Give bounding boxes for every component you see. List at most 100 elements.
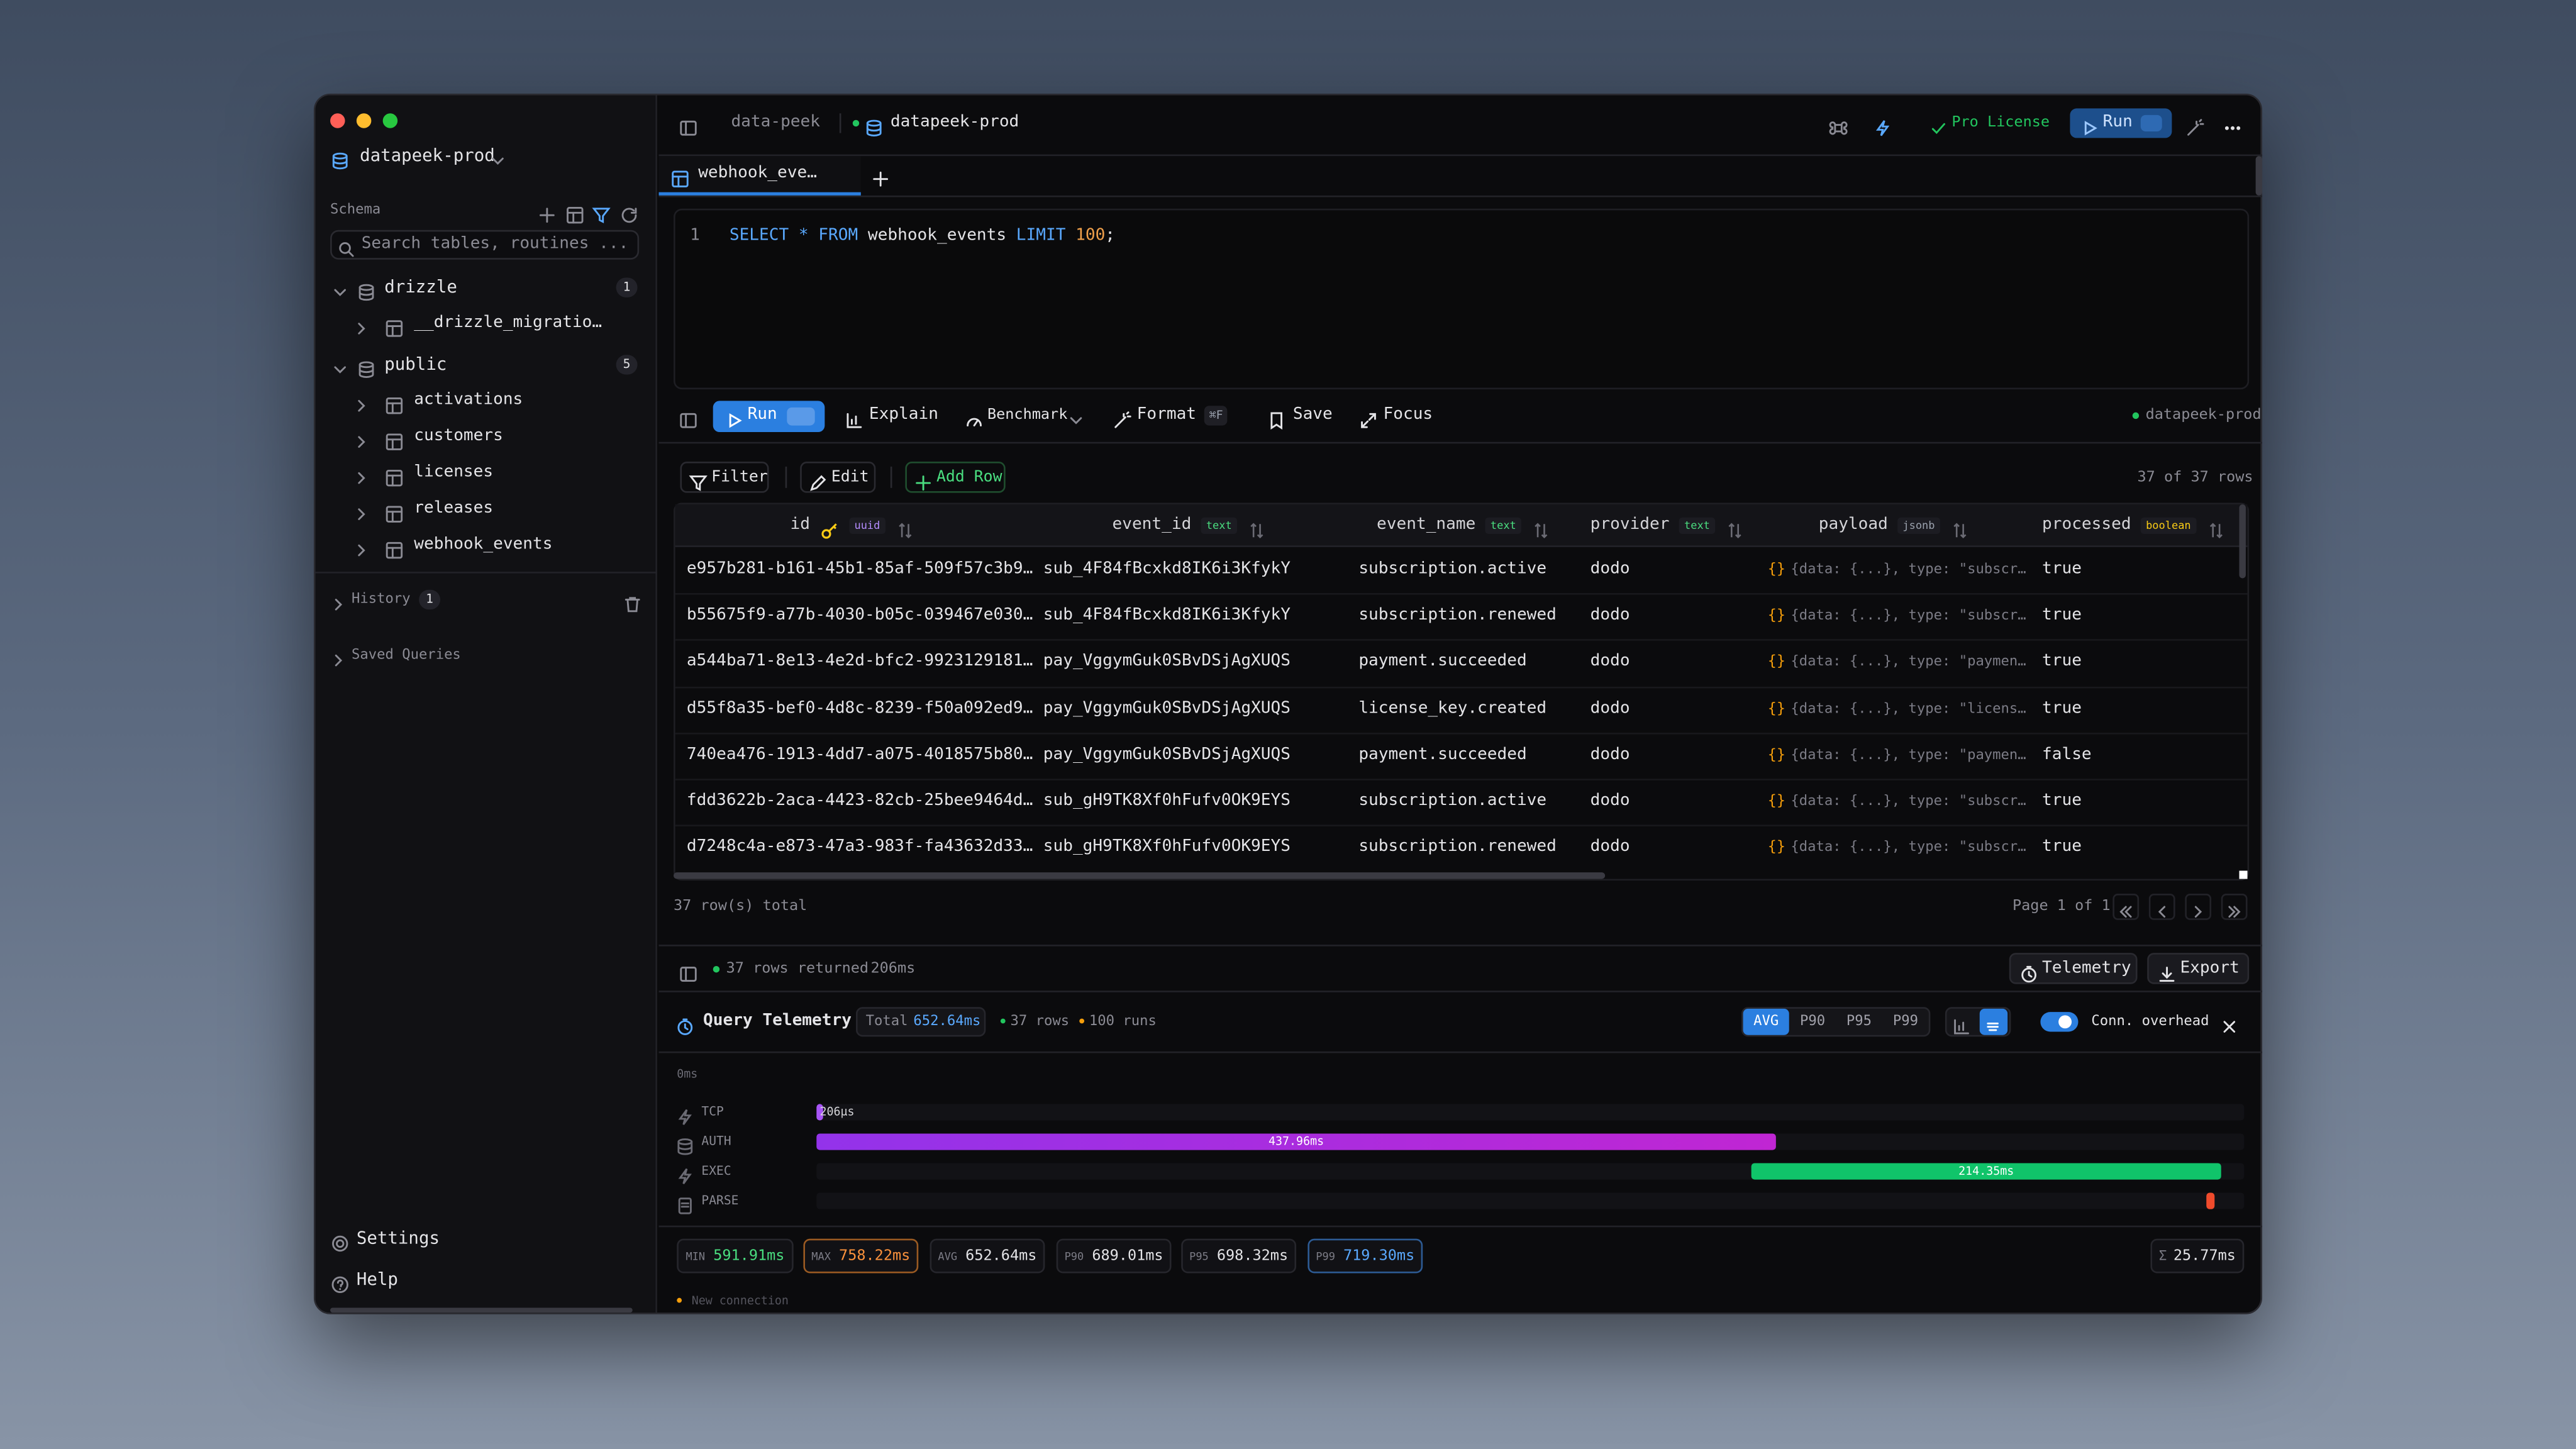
page-button[interactable]: [2148, 894, 2175, 920]
column-type: uuid: [849, 517, 886, 534]
table-chevron[interactable]: [352, 464, 371, 484]
new-tab[interactable]: [870, 164, 890, 187]
help-icon[interactable]: [330, 1270, 350, 1293]
schema-label: Schema: [330, 202, 381, 219]
export-button[interactable]: [2147, 953, 2250, 984]
table-chevron[interactable]: [352, 536, 371, 557]
schema-action[interactable]: [591, 201, 611, 223]
table-header: [675, 504, 2248, 547]
explain-button[interactable]: [845, 406, 864, 428]
page-button[interactable]: [2185, 894, 2212, 920]
table-icon: [384, 536, 404, 559]
close-telemetry[interactable]: [2219, 1012, 2239, 1033]
edit-button-icon: [808, 468, 828, 491]
status-dot: [713, 966, 720, 973]
history-chevron[interactable]: [328, 590, 348, 611]
workspace-chevron[interactable]: [488, 146, 508, 165]
table-chevron[interactable]: [352, 427, 371, 448]
toggle-knob: [2058, 1015, 2072, 1029]
rows-total: 37 row(s) total: [674, 898, 808, 916]
table-name: __drizzle_migratio…: [414, 313, 602, 332]
schema-chevron[interactable]: [330, 277, 350, 297]
top-bar-divider: [658, 154, 2263, 157]
schema-icon: [357, 277, 376, 301]
percentile-option[interactable]: AVG: [1743, 1008, 1789, 1035]
cell: dodo: [1590, 745, 1630, 764]
search-box[interactable]: [330, 230, 640, 260]
toggle-sidebar[interactable]: [679, 113, 698, 136]
tab-icon: [670, 164, 690, 187]
column-header[interactable]: event_name text: [1377, 513, 1551, 539]
phase-name: PARSE: [701, 1192, 739, 1208]
connection-dot: [852, 119, 860, 127]
page-button[interactable]: [2112, 894, 2140, 920]
toolbar-panel[interactable]: [679, 406, 698, 428]
filter-button[interactable]: [680, 462, 769, 493]
schema-action[interactable]: [564, 201, 584, 224]
percentile-option[interactable]: P95: [1846, 1013, 1872, 1030]
format-button[interactable]: [1112, 406, 1131, 428]
stat-label: AVG: [938, 1249, 958, 1263]
benchmark-button[interactable]: [964, 406, 984, 427]
schema-action[interactable]: [537, 201, 557, 223]
table-chevron[interactable]: [352, 391, 371, 412]
settings-icon[interactable]: [330, 1229, 350, 1252]
json-icon: {}: [1767, 562, 1786, 579]
schema-action[interactable]: [619, 201, 638, 223]
cell: a544ba71-8e13-4e2d-bfc2-9923129181…: [686, 653, 1033, 671]
column-header[interactable]: id uuid: [790, 513, 914, 539]
cell: b55675f9-a77b-4030-b05c-039467e030…: [686, 606, 1033, 625]
benchmark-chevron[interactable]: [1066, 406, 1085, 425]
more-icon[interactable]: [2223, 113, 2242, 133]
column-header[interactable]: provider text: [1591, 513, 1745, 539]
page-button[interactable]: [2221, 894, 2248, 920]
window-control[interactable]: [356, 113, 372, 128]
row-count: 37 of 37 rows: [2137, 470, 2253, 487]
telemetry-title: Query Telemetry: [703, 1012, 852, 1030]
column-type: text: [1485, 517, 1521, 534]
save-button[interactable]: [1267, 406, 1286, 430]
column-header[interactable]: event_id text: [1112, 513, 1266, 539]
edit-button[interactable]: [800, 462, 876, 493]
window-control[interactable]: [382, 113, 398, 128]
cell: dodo: [1590, 560, 1630, 579]
table-scrollbar: [674, 872, 1606, 879]
column-header[interactable]: processed boolean: [2042, 513, 2226, 539]
phase-bar: [2206, 1192, 2215, 1209]
phase-icon: [675, 1132, 695, 1155]
bar-view[interactable]: [1951, 1012, 1971, 1035]
add-row-button-icon: [913, 468, 933, 491]
cell: true: [2042, 838, 2082, 857]
column-header[interactable]: payload jsonb: [1819, 513, 1970, 539]
cell: license_key.created: [1358, 699, 1547, 718]
magic-icon[interactable]: [2185, 113, 2204, 136]
table-chevron[interactable]: [352, 499, 371, 520]
focus-button[interactable]: [1358, 406, 1378, 428]
phase-bar: [1751, 1163, 2221, 1180]
percentile-option[interactable]: P99: [1892, 1013, 1918, 1030]
page-icon: [2116, 897, 2136, 918]
phase-bar: [816, 1104, 823, 1121]
add-row-button[interactable]: [905, 462, 1006, 493]
json-icon: {}: [1767, 793, 1786, 810]
telemetry-runs: 100 runs: [1089, 1013, 1157, 1030]
settings-label: Settings: [356, 1228, 440, 1249]
stat-pill: AVG 652.64ms: [930, 1238, 1045, 1274]
editor[interactable]: [674, 208, 2250, 390]
ai-icon[interactable]: [1873, 113, 1892, 136]
status-panel[interactable]: [679, 960, 698, 982]
phase-name: TCP: [701, 1104, 724, 1119]
command-icon[interactable]: [1828, 113, 1848, 135]
tab[interactable]: [658, 156, 861, 196]
row-divider: [675, 640, 2248, 641]
saved-chevron[interactable]: [328, 646, 348, 667]
workspace-icon: [330, 146, 350, 170]
license-check: [1929, 113, 1948, 135]
schema-chevron[interactable]: [330, 355, 350, 374]
percentile-option[interactable]: P90: [1800, 1013, 1826, 1030]
table-icon: [384, 314, 404, 337]
resize-handle: [2239, 870, 2248, 879]
window-control[interactable]: [330, 113, 345, 128]
table-chevron[interactable]: [352, 314, 371, 335]
history-clear[interactable]: [623, 590, 642, 613]
